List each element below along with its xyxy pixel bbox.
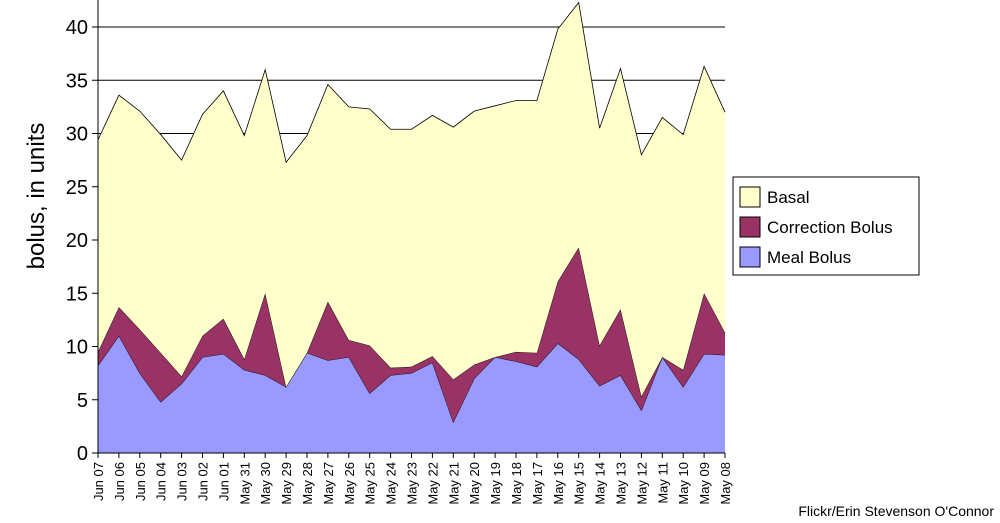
- x-tick-label: May 17: [530, 462, 545, 505]
- legend-box: [732, 176, 920, 276]
- y-axis-label: bolus, in units: [23, 123, 50, 270]
- x-tick-label: May 12: [634, 462, 649, 505]
- x-tick-label: May 26: [342, 462, 357, 505]
- x-tick-label: Jun 04: [154, 462, 169, 501]
- x-tick-label: May 20: [467, 462, 482, 505]
- legend-swatch: [739, 216, 761, 238]
- legend-swatch: [739, 246, 761, 268]
- legend-label: Basal: [767, 188, 810, 207]
- photo-credit: Flickr/Erin Stevenson O'Connor: [798, 503, 994, 519]
- area-edge-basal: [97, 1, 726, 164]
- x-tick-label: May 22: [425, 462, 440, 505]
- x-tick-label: May 23: [405, 462, 420, 505]
- area-meal-bolus: [98, 335, 725, 453]
- x-tick-label: May 24: [384, 462, 399, 505]
- x-tick-label: May 19: [488, 462, 503, 505]
- x-tick-label: Jun 02: [196, 462, 211, 501]
- x-tick-label: May 16: [551, 462, 566, 505]
- x-tick-label: May 13: [614, 462, 629, 505]
- y-tick-label: 40: [66, 17, 88, 39]
- x-tick-label: Jun 03: [175, 462, 190, 501]
- x-tick-label: May 28: [300, 462, 315, 505]
- x-tick-label: May 15: [572, 462, 587, 505]
- x-tick-label: May 27: [321, 462, 336, 505]
- x-tick-label: May 29: [279, 462, 294, 505]
- area-series: [97, 1, 726, 453]
- area-basal: [98, 2, 725, 397]
- y-tick-label: 25: [66, 177, 88, 199]
- y-tick-label: 35: [66, 70, 88, 92]
- legend-label: Correction Bolus: [767, 218, 893, 237]
- y-tick-label: 30: [66, 124, 88, 146]
- x-tick-label: Jun 01: [216, 462, 231, 501]
- x-tick-label: Jun 07: [91, 462, 106, 501]
- x-tick-label: May 18: [509, 462, 524, 505]
- x-tick-label: May 14: [593, 462, 608, 505]
- area-correction-bolus: [98, 247, 725, 423]
- y-tick-label: 10: [66, 337, 88, 359]
- x-tick-label: May 09: [697, 462, 712, 505]
- x-axis: Jun 07 Jun 06 Jun 05 Jun 04 Jun 03 Jun 02 Jun …: [91, 452, 733, 505]
- y-tick-label: 15: [66, 283, 88, 305]
- x-tick-label: May 21: [446, 462, 461, 505]
- x-tick-label: May 25: [363, 462, 378, 505]
- x-tick-label: May 31: [237, 462, 252, 505]
- x-tick-label: Jun 06: [112, 462, 127, 501]
- legend: Basal Correction Bolus Meal Bolus: [732, 176, 920, 276]
- x-tick-label: May 10: [676, 462, 691, 505]
- y-tick-label: 5: [77, 390, 88, 412]
- x-tick-label: May 08: [718, 462, 733, 505]
- y-axis: 0 5 10 15 20 25 30 35 40: [66, 0, 99, 465]
- y-tick-label: 0: [77, 443, 88, 465]
- legend-swatch: [739, 186, 761, 208]
- legend-label: Meal Bolus: [767, 248, 851, 267]
- y-tick-label: 20: [66, 230, 88, 252]
- x-tick-label: May 11: [655, 462, 670, 504]
- x-tick-label: Jun 05: [133, 462, 148, 501]
- x-tick-label: May 30: [258, 462, 273, 505]
